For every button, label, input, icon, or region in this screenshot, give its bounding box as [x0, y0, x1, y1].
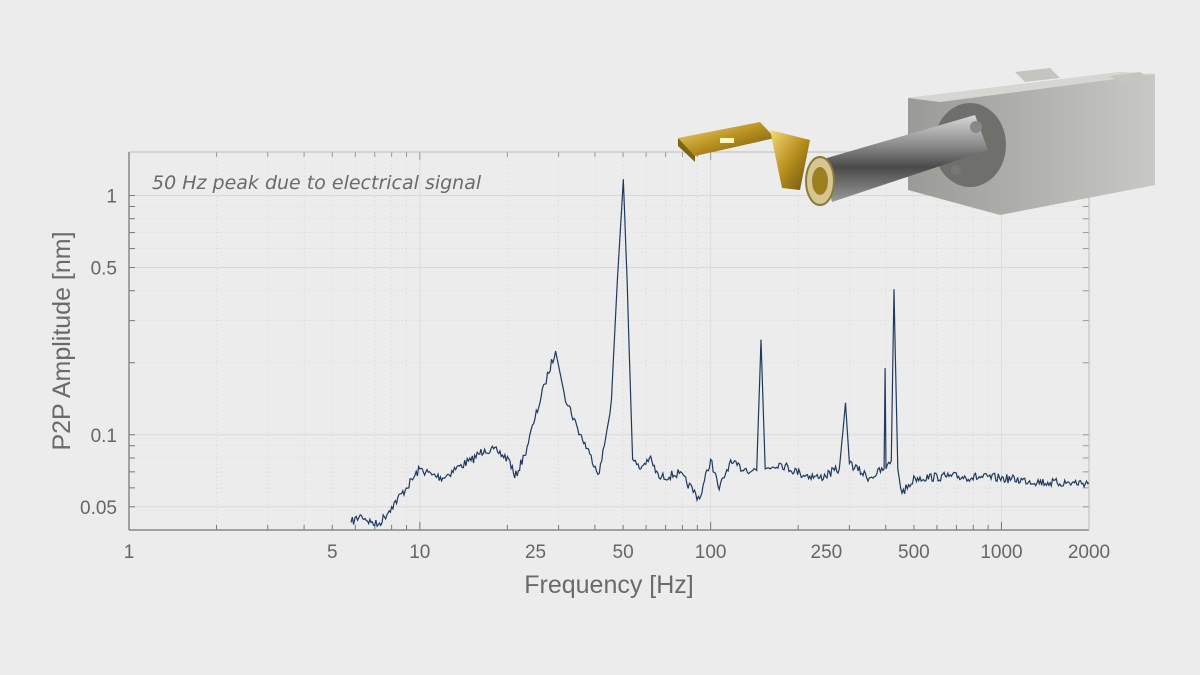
- y-tick-label: 0.5: [91, 259, 117, 280]
- annotation: 50 Hz peak due to electrical signal: [152, 172, 482, 194]
- x-tick-label: 100: [695, 542, 727, 563]
- x-tick-label: 10: [409, 542, 430, 563]
- x-tick-label: 500: [898, 542, 930, 563]
- x-tick-label: 2000: [1068, 542, 1110, 563]
- y-tick-label: 0.05: [80, 498, 117, 519]
- x-tick-label: 50: [613, 542, 634, 563]
- actuator-device-image: [678, 68, 1155, 215]
- x-tick-label: 5: [327, 542, 338, 563]
- x-tick-label: 1: [124, 542, 135, 563]
- x-tick-labels: 1 5 10 25 50 100 250 500 1000 2000: [124, 542, 1110, 563]
- y-tick-labels: 0.05 0.1 0.5 1: [80, 187, 117, 519]
- y-tick-label: 1: [106, 187, 117, 208]
- x-tick-label: 250: [811, 542, 843, 563]
- x-axis-label: Frequency [Hz]: [524, 571, 694, 599]
- x-tick-label: 1000: [980, 542, 1022, 563]
- series-line: [350, 179, 1090, 528]
- y-axis-label: P2P Amplitude [nm]: [48, 231, 76, 450]
- x-tick-label: 25: [525, 542, 546, 563]
- y-tick-label: 0.1: [91, 426, 117, 447]
